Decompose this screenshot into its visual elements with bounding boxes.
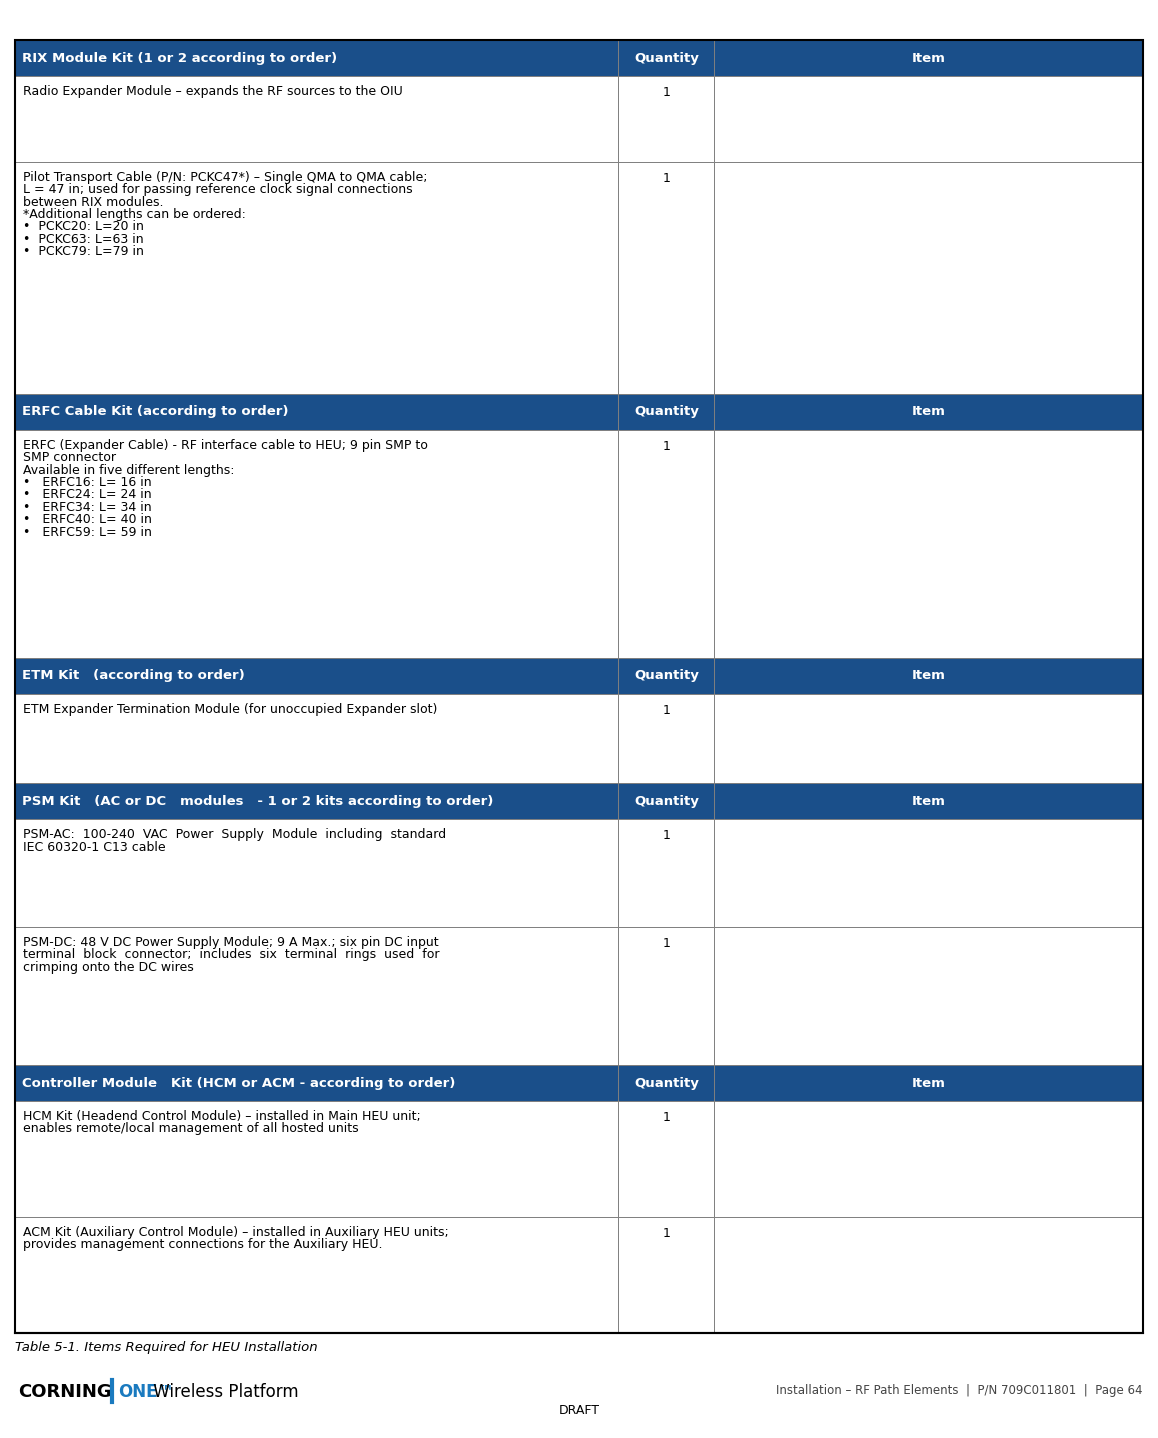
Bar <box>15 820 618 928</box>
Text: Item: Item <box>911 406 946 418</box>
Text: terminal  block  connector;  includes  six  terminal  rings  used  for: terminal block connector; includes six t… <box>23 949 440 962</box>
Bar <box>714 76 1143 162</box>
Text: RIX Module Kit (1 or 2 according to order): RIX Module Kit (1 or 2 according to orde… <box>22 52 337 65</box>
Text: Quantity: Quantity <box>633 669 698 682</box>
Text: ACM Kit (Auxiliary Control Module) – installed in Auxiliary HEU units;: ACM Kit (Auxiliary Control Module) – ins… <box>23 1227 449 1240</box>
Bar <box>618 76 714 162</box>
Text: Controller Module   Kit (HCM or ACM - according to order): Controller Module Kit (HCM or ACM - acco… <box>22 1077 455 1090</box>
Bar <box>618 430 714 657</box>
Text: 1: 1 <box>662 830 670 843</box>
Text: ETM Kit   (according to order): ETM Kit (according to order) <box>22 669 244 682</box>
Text: crimping onto the DC wires: crimping onto the DC wires <box>23 961 193 974</box>
Bar <box>618 928 714 1066</box>
Bar <box>15 162 618 394</box>
Bar <box>15 1066 618 1102</box>
Text: 1: 1 <box>662 938 670 951</box>
Text: Item: Item <box>911 52 946 65</box>
Bar <box>618 394 714 430</box>
Bar <box>15 394 618 430</box>
Text: 1: 1 <box>662 703 670 716</box>
Text: Quantity: Quantity <box>633 406 698 418</box>
Bar <box>15 928 618 1066</box>
Text: DRAFT: DRAFT <box>558 1403 600 1416</box>
Text: CORNING: CORNING <box>19 1383 112 1401</box>
Bar <box>714 657 1143 693</box>
Bar <box>618 1217 714 1333</box>
Text: between RIX modules.: between RIX modules. <box>23 196 163 209</box>
Text: provides management connections for the Auxiliary HEU.: provides management connections for the … <box>23 1238 382 1251</box>
Bar <box>714 40 1143 76</box>
Bar <box>618 1102 714 1217</box>
Text: Installation – RF Path Elements  |  P/N 709C011801  |  Page 64: Installation – RF Path Elements | P/N 70… <box>777 1383 1143 1396</box>
Bar <box>15 76 618 162</box>
Bar <box>15 40 618 76</box>
Bar <box>618 693 714 784</box>
Text: Available in five different lengths:: Available in five different lengths: <box>23 463 235 476</box>
Bar <box>714 1066 1143 1102</box>
Text: •   ERFC59: L= 59 in: • ERFC59: L= 59 in <box>23 526 152 539</box>
Text: PSM-AC:  100-240  VAC  Power  Supply  Module  including  standard: PSM-AC: 100-240 VAC Power Supply Module … <box>23 828 446 841</box>
Bar <box>714 820 1143 928</box>
Bar <box>15 1217 618 1333</box>
Text: •   ERFC40: L= 40 in: • ERFC40: L= 40 in <box>23 513 152 526</box>
Bar <box>618 820 714 928</box>
Text: 1: 1 <box>662 86 670 99</box>
Text: Item: Item <box>911 795 946 808</box>
Text: 1: 1 <box>662 1227 670 1240</box>
Text: •   ERFC24: L= 24 in: • ERFC24: L= 24 in <box>23 489 152 502</box>
Text: ETM Expander Termination Module (for unoccupied Expander slot): ETM Expander Termination Module (for uno… <box>23 703 438 716</box>
Bar <box>714 430 1143 657</box>
Text: •   ERFC34: L= 34 in: • ERFC34: L= 34 in <box>23 500 152 513</box>
Text: ERFC Cable Kit (according to order): ERFC Cable Kit (according to order) <box>22 406 288 418</box>
Bar <box>618 657 714 693</box>
Bar <box>618 40 714 76</box>
Text: Pilot Transport Cable (P/N: PCKC47*) – Single QMA to QMA cable;: Pilot Transport Cable (P/N: PCKC47*) – S… <box>23 171 427 184</box>
Text: PSM-DC: 48 V DC Power Supply Module; 9 A Max.; six pin DC input: PSM-DC: 48 V DC Power Supply Module; 9 A… <box>23 936 439 949</box>
Text: HCM Kit (Headend Control Module) – installed in Main HEU unit;: HCM Kit (Headend Control Module) – insta… <box>23 1110 420 1123</box>
Text: Quantity: Quantity <box>633 795 698 808</box>
Bar <box>714 1217 1143 1333</box>
Text: •  PCKC63: L=63 in: • PCKC63: L=63 in <box>23 233 144 246</box>
Bar <box>15 1102 618 1217</box>
Text: PSM Kit   (AC or DC   modules   - 1 or 2 kits according to order): PSM Kit (AC or DC modules - 1 or 2 kits … <box>22 795 493 808</box>
Text: •   ERFC16: L= 16 in: • ERFC16: L= 16 in <box>23 476 152 489</box>
Text: 1: 1 <box>662 171 670 186</box>
Bar <box>15 430 618 657</box>
Bar <box>714 784 1143 820</box>
Bar <box>714 162 1143 394</box>
Bar <box>618 1066 714 1102</box>
Text: 1: 1 <box>662 1112 670 1125</box>
Text: SMP connector: SMP connector <box>23 452 116 464</box>
Text: ERFC (Expander Cable) - RF interface cable to HEU; 9 pin SMP to: ERFC (Expander Cable) - RF interface cab… <box>23 439 428 452</box>
Bar <box>714 928 1143 1066</box>
Bar <box>15 657 618 693</box>
Text: •  PCKC20: L=20 in: • PCKC20: L=20 in <box>23 220 144 233</box>
Bar <box>714 1102 1143 1217</box>
Bar <box>714 693 1143 784</box>
Text: Table 5-1. Items Required for HEU Installation: Table 5-1. Items Required for HEU Instal… <box>15 1342 317 1355</box>
Bar <box>15 693 618 784</box>
Text: 1: 1 <box>662 440 670 453</box>
Text: L = 47 in; used for passing reference clock signal connections: L = 47 in; used for passing reference cl… <box>23 183 412 196</box>
Text: •  PCKC79: L=79 in: • PCKC79: L=79 in <box>23 246 144 259</box>
Text: Item: Item <box>911 1077 946 1090</box>
Text: Item: Item <box>911 669 946 682</box>
Text: Wireless Platform: Wireless Platform <box>148 1383 299 1401</box>
Text: Quantity: Quantity <box>633 52 698 65</box>
Text: Quantity: Quantity <box>633 1077 698 1090</box>
Bar <box>618 162 714 394</box>
Text: Radio Expander Module – expands the RF sources to the OIU: Radio Expander Module – expands the RF s… <box>23 85 403 98</box>
Text: IEC 60320-1 C13 cable: IEC 60320-1 C13 cable <box>23 841 166 854</box>
Bar <box>618 784 714 820</box>
Text: enables remote/local management of all hosted units: enables remote/local management of all h… <box>23 1123 359 1136</box>
Bar <box>15 40 1143 1333</box>
Bar <box>15 784 618 820</box>
Bar <box>714 394 1143 430</box>
Text: *Additional lengths can be ordered:: *Additional lengths can be ordered: <box>23 209 245 221</box>
Text: ONE™: ONE™ <box>118 1383 174 1401</box>
